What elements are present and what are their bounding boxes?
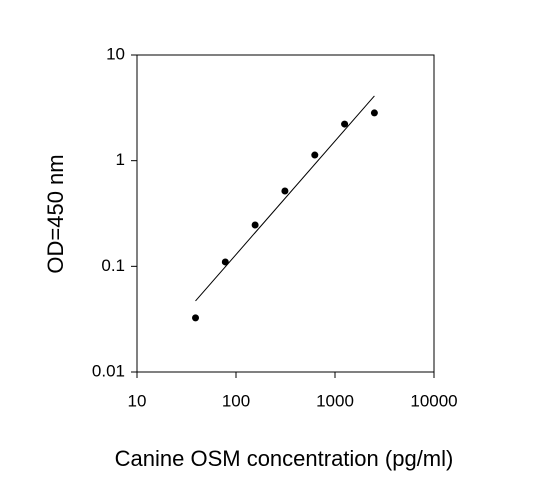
y-tick-label: 10 [106,44,125,63]
data-point [281,187,289,195]
data-point [311,151,319,159]
x-tick-label: 100 [222,391,250,410]
data-point [370,109,378,117]
x-tick-label: 1000 [316,391,354,410]
data-point [192,314,200,322]
y-axis-label: OD=450 nm [43,154,68,273]
y-tick-label: 0.01 [92,361,125,380]
data-point [251,221,259,229]
y-tick-label: 0.1 [101,256,125,275]
x-axis-label: Canine OSM concentration (pg/ml) [115,446,454,471]
x-tick-label: 10 [128,391,147,410]
y-tick-label: 1 [116,150,125,169]
data-point [221,258,229,266]
plot-frame [136,54,435,373]
fit-line [195,95,375,302]
data-point [341,120,349,128]
x-tick-label: 10000 [410,391,457,410]
